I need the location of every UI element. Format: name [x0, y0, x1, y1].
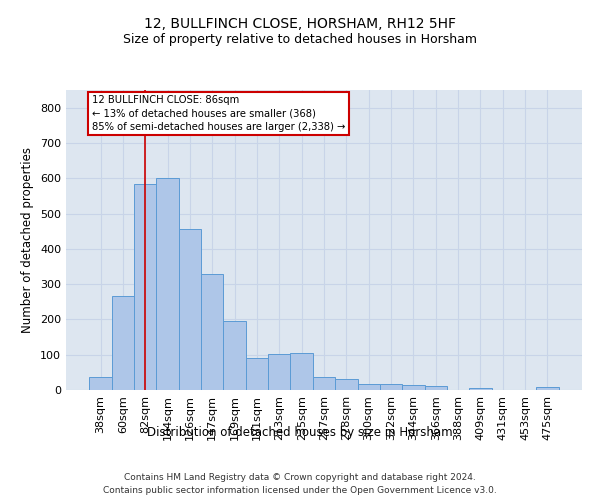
Bar — [380, 384, 402, 390]
Bar — [268, 354, 290, 390]
Bar — [223, 321, 246, 390]
Bar — [290, 353, 313, 390]
Bar — [112, 296, 134, 390]
Bar — [536, 387, 559, 390]
Bar — [246, 358, 268, 390]
Bar — [358, 384, 380, 390]
Text: Size of property relative to detached houses in Horsham: Size of property relative to detached ho… — [123, 32, 477, 46]
Bar — [201, 274, 223, 390]
Bar — [134, 184, 157, 390]
Bar — [313, 377, 335, 390]
Bar — [89, 377, 112, 390]
Y-axis label: Number of detached properties: Number of detached properties — [22, 147, 34, 333]
Bar — [469, 388, 491, 390]
Bar — [335, 378, 358, 390]
Bar — [157, 178, 179, 390]
Bar — [179, 230, 201, 390]
Text: 12 BULLFINCH CLOSE: 86sqm
← 13% of detached houses are smaller (368)
85% of semi: 12 BULLFINCH CLOSE: 86sqm ← 13% of detac… — [92, 96, 345, 132]
Text: 12, BULLFINCH CLOSE, HORSHAM, RH12 5HF: 12, BULLFINCH CLOSE, HORSHAM, RH12 5HF — [144, 18, 456, 32]
Text: Distribution of detached houses by size in Horsham: Distribution of detached houses by size … — [147, 426, 453, 439]
Text: Contains HM Land Registry data © Crown copyright and database right 2024.
Contai: Contains HM Land Registry data © Crown c… — [103, 474, 497, 495]
Bar — [425, 386, 447, 390]
Bar — [402, 384, 425, 390]
